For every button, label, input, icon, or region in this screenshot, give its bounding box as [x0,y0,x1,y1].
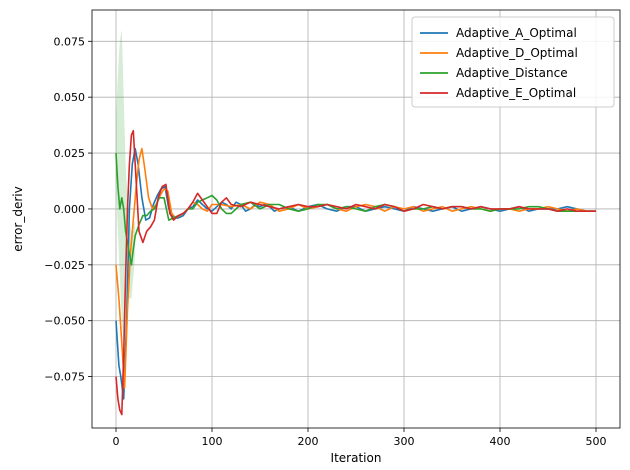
x-axis-label: Iteration [331,451,382,465]
y-tick-label: 0.000 [54,203,86,216]
series-line-adaptive-d-optimal [115,147,596,389]
legend: Adaptive_A_Optimal Adaptive_D_Optimal Adap… [411,16,615,108]
legend-box [411,16,615,108]
y-axis-label: error_deriv [11,186,25,251]
y-tick-label: −0.050 [44,315,85,328]
legend-label: Adaptive_Distance [456,66,568,80]
x-axis-ticks: 0 100 200 300 400 500 [113,428,607,448]
x-tick-label: 500 [586,435,607,448]
series-line-adaptive-a-optimal [115,147,596,400]
x-tick-label: 400 [490,435,511,448]
legend-label: Adaptive_D_Optimal [456,46,578,60]
x-tick-label: 0 [113,435,120,448]
series-line-adaptive-distance [115,153,596,266]
y-tick-label: 0.050 [54,91,86,104]
y-tick-label: 0.025 [54,147,86,160]
y-tick-label: −0.075 [44,371,85,384]
y-tick-label: 0.075 [54,35,86,48]
plot-frame [91,9,621,429]
x-tick-label: 300 [394,435,415,448]
y-axis-ticks: −0.075 −0.050 −0.025 0.000 0.025 0.050 0.075 [44,35,92,384]
y-tick-label: −0.025 [44,259,85,272]
legend-label: Adaptive_A_Optimal [456,26,577,40]
series-lines [115,129,596,416]
series-line-adaptive-e-optimal [115,129,596,416]
x-tick-label: 100 [202,435,223,448]
legend-label: Adaptive_E_Optimal [456,86,576,100]
x-tick-label: 200 [298,435,319,448]
